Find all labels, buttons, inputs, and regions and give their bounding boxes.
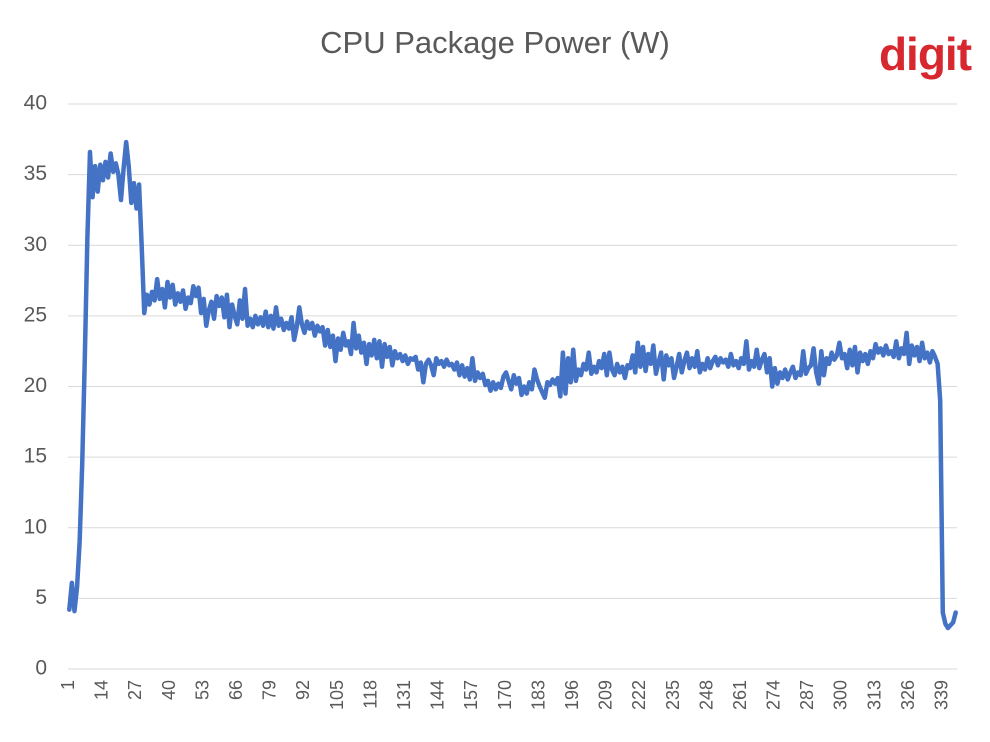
- y-tick-label: 30: [24, 233, 47, 256]
- x-tick-label: 92: [293, 680, 313, 700]
- x-tick-label: 105: [327, 680, 347, 710]
- x-tick-label: 1: [58, 680, 78, 690]
- y-tick-label: 5: [35, 586, 47, 609]
- y-tick-label: 10: [24, 515, 47, 538]
- y-tick-label: 0: [35, 657, 47, 680]
- x-tick-label: 157: [461, 680, 481, 710]
- x-tick-label: 196: [562, 680, 582, 710]
- x-tick-label: 222: [629, 680, 649, 710]
- x-tick-label: 235: [663, 680, 683, 710]
- x-tick-label: 40: [159, 680, 179, 700]
- x-tick-label: 183: [528, 680, 548, 710]
- x-tick-label: 53: [192, 680, 212, 700]
- x-tick-label: 287: [797, 680, 817, 710]
- x-tick-label: 209: [596, 680, 616, 710]
- x-tick-label: 131: [394, 680, 414, 710]
- x-tick-label: 170: [495, 680, 515, 710]
- x-tick-label: 261: [730, 680, 750, 710]
- x-tick-label: 274: [764, 680, 784, 710]
- x-tick-label: 339: [932, 680, 952, 710]
- x-tick-label: 326: [898, 680, 918, 710]
- x-tick-label: 300: [831, 680, 851, 710]
- y-tick-label: 40: [24, 92, 47, 115]
- x-tick-label: 66: [226, 680, 246, 700]
- x-tick-label: 313: [864, 680, 884, 710]
- x-tick-label: 14: [92, 680, 112, 700]
- x-tick-label: 144: [428, 680, 448, 710]
- chart-title: CPU Package Power (W): [320, 25, 670, 60]
- y-tick-label: 15: [24, 445, 47, 468]
- y-tick-label: 25: [24, 303, 47, 326]
- logo: digit: [879, 28, 972, 80]
- x-tick-label: 27: [125, 680, 145, 700]
- x-tick-label: 79: [260, 680, 280, 700]
- y-tick-label: 35: [24, 162, 47, 185]
- y-tick-label: 20: [24, 374, 47, 397]
- x-tick-label: 118: [360, 680, 380, 709]
- line-series: [67, 139, 958, 631]
- x-tick-label: 248: [696, 680, 716, 710]
